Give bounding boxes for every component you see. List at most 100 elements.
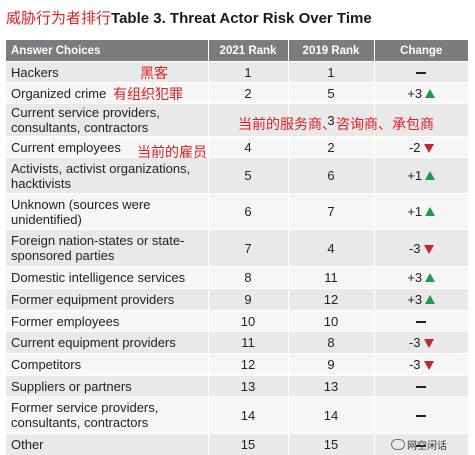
answer-cell: Other: [6, 434, 208, 455]
header-change: Change: [374, 40, 468, 62]
arrow-up-icon: [425, 207, 435, 216]
answer-cell: Competitors: [6, 354, 208, 376]
answer-cell: Current equipment providers: [6, 332, 208, 354]
arrow-down-icon: [424, 144, 434, 153]
change-cell: -3: [374, 230, 468, 267]
annotation-current-employees: 当前的雇员: [137, 142, 207, 162]
answer-cell: Activists, activist organizations, hackt…: [6, 158, 208, 194]
change-cell: [374, 397, 468, 434]
title-english: Table 3. Threat Actor Risk Over Time: [111, 10, 372, 27]
rank-2021-cell: 13: [208, 376, 288, 397]
arrow-up-icon: [425, 295, 435, 304]
table-row: Foreign nation-states or state-sponsored…: [6, 230, 468, 267]
change-value: +3: [407, 270, 422, 285]
arrow-up-icon: [425, 171, 435, 180]
answer-cell: Suppliers or partners: [6, 376, 208, 397]
rank-2019-cell: 7: [288, 194, 374, 230]
change-cell: +3: [374, 267, 468, 289]
change-value: +1: [407, 204, 422, 219]
rank-2021-cell: 14: [208, 397, 288, 434]
rank-2019-cell: 14: [288, 397, 374, 434]
rank-2019-cell: 8: [288, 332, 374, 354]
change-cell: +3: [374, 83, 468, 104]
rank-2021-cell: 15: [208, 434, 288, 455]
rank-2019-cell: 9: [288, 354, 374, 376]
rank-2019-cell: 13: [288, 376, 374, 397]
rank-2021-cell: 4: [208, 137, 288, 158]
answer-cell: Former equipment providers: [6, 289, 208, 311]
answer-cell: Unknown (sources were unidentified): [6, 194, 208, 230]
answer-cell: Former service providers, consultants, c…: [6, 397, 208, 434]
change-value: -2: [409, 140, 421, 155]
table-row: Activists, activist organizations, hackt…: [6, 158, 468, 194]
no-change-dash-icon: [416, 321, 426, 323]
arrow-down-icon: [424, 339, 434, 348]
change-cell: +1: [374, 194, 468, 230]
change-value: -3: [409, 357, 421, 372]
rank-2019-cell: 11: [288, 267, 374, 289]
no-change-dash-icon: [416, 386, 426, 388]
change-cell: -2: [374, 137, 468, 158]
change-value: +3: [407, 292, 422, 307]
rank-2021-cell: 8: [208, 267, 288, 289]
page-title: 威胁行为者排行Table 3. Threat Actor Risk Over T…: [6, 7, 372, 29]
change-cell: +3: [374, 289, 468, 311]
header-2021-rank: 2021 Rank: [208, 40, 288, 62]
rank-2021-cell: 11: [208, 332, 288, 354]
answer-cell: Foreign nation-states or state-sponsored…: [6, 230, 208, 267]
answer-cell: Former employees: [6, 311, 208, 332]
table-row: Former service providers, consultants, c…: [6, 397, 468, 434]
rank-2019-cell: 15: [288, 434, 374, 455]
watermark-text: 网空闲话: [407, 441, 447, 452]
arrow-down-icon: [424, 245, 434, 254]
rank-2021-cell: 9: [208, 289, 288, 311]
rank-2021-cell: 7: [208, 230, 288, 267]
no-change-dash-icon: [416, 415, 426, 417]
change-value: -3: [409, 241, 421, 256]
rank-2019-cell: 1: [288, 62, 374, 83]
header-2019-rank: 2019 Rank: [288, 40, 374, 62]
change-cell: +1: [374, 158, 468, 194]
change-value: +1: [407, 168, 422, 183]
change-value: +3: [407, 86, 422, 101]
rank-2021-cell: 1: [208, 62, 288, 83]
change-cell: -3: [374, 332, 468, 354]
arrow-up-icon: [425, 273, 435, 282]
rank-2019-cell: 4: [288, 230, 374, 267]
answer-cell: Current service providers, consultants, …: [6, 104, 208, 137]
no-change-dash-icon: [416, 72, 426, 74]
header-answer-choices: Answer Choices: [6, 40, 208, 62]
rank-2019-cell: 6: [288, 158, 374, 194]
arrow-up-icon: [425, 89, 435, 98]
rank-2019-cell: 2: [288, 137, 374, 158]
change-cell: [374, 62, 468, 83]
table-header-row: Answer Choices 2021 Rank 2019 Rank Chang…: [6, 40, 468, 62]
rank-2019-cell: 10: [288, 311, 374, 332]
answer-cell: Domestic intelligence services: [6, 267, 208, 289]
title-chinese: 威胁行为者排行: [6, 9, 111, 27]
rank-2021-cell: 10: [208, 311, 288, 332]
rank-2019-cell: 5: [288, 83, 374, 104]
rank-2021-cell: 2: [208, 83, 288, 104]
annotation-hackers: 黑客: [140, 63, 168, 83]
arrow-down-icon: [424, 361, 434, 370]
watermark: 网空闲话: [391, 437, 447, 452]
change-value: -3: [409, 335, 421, 350]
change-cell: [374, 311, 468, 332]
rank-2021-cell: 12: [208, 354, 288, 376]
change-cell: -3: [374, 354, 468, 376]
change-cell: [374, 376, 468, 397]
threat-actor-table: Answer Choices 2021 Rank 2019 Rank Chang…: [6, 40, 468, 455]
annotation-organized-crime: 有组织犯罪: [113, 84, 183, 104]
rank-2019-cell: 12: [288, 289, 374, 311]
